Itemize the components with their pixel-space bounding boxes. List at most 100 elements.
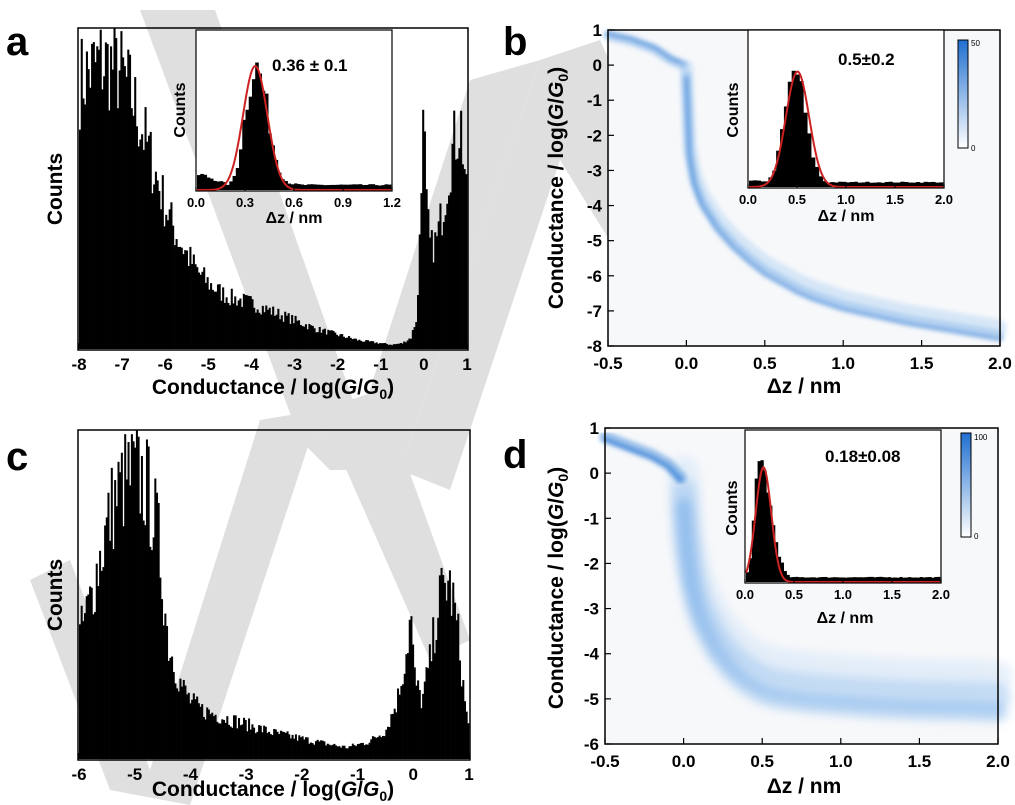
panel-c-bar bbox=[206, 707, 209, 759]
panel-a-bar bbox=[351, 339, 354, 349]
panel-a-inset-bar bbox=[209, 178, 214, 190]
panel-a-inset-bar bbox=[384, 184, 389, 190]
panel-a-bar bbox=[218, 284, 221, 349]
panel-c-x-tick-label: -5 bbox=[127, 765, 142, 784]
panel-c-bar bbox=[166, 626, 169, 759]
panel-c-bar bbox=[350, 746, 353, 759]
panel-c-bar bbox=[299, 737, 302, 759]
panel-a-bar bbox=[341, 334, 344, 349]
panel-c-bar bbox=[199, 706, 202, 759]
panel-a-inset-bar bbox=[245, 109, 250, 190]
panel-c-bar bbox=[303, 739, 306, 759]
panel-b-x-axis-label: Δz / nm bbox=[767, 375, 842, 398]
panel-a-bar bbox=[413, 327, 416, 349]
panel-d-inset-bar bbox=[867, 576, 871, 582]
panel-b-y-tick-label: -4 bbox=[587, 197, 603, 216]
panel-c-bar bbox=[450, 615, 453, 759]
panel-c-bar bbox=[232, 715, 236, 759]
panel-a-bar bbox=[375, 342, 378, 349]
panel-a-x-tick-label: -1 bbox=[373, 355, 388, 374]
panel-a-inset-bar bbox=[365, 184, 369, 190]
panel-c-x-ticks: -6 -5 -4 -3 -2 -1 0 1 bbox=[71, 753, 474, 784]
panel-c-bar bbox=[234, 715, 237, 759]
panel-c-bar bbox=[279, 730, 282, 759]
panel-a-inset-bar bbox=[294, 183, 298, 190]
panel-a-bar bbox=[313, 328, 316, 349]
panel-a-bar bbox=[325, 334, 328, 349]
panel-a-inset-bar bbox=[239, 149, 243, 190]
panel-d-inset-x-tick-label: 0.0 bbox=[736, 587, 754, 602]
panel-a-bar bbox=[366, 340, 370, 349]
panel-a-bar bbox=[349, 337, 352, 349]
panel-b-trace bbox=[683, 76, 1003, 342]
panel-b-inset-bar bbox=[768, 177, 773, 187]
panel-c-bar bbox=[445, 600, 448, 759]
panel-a-inset-bar bbox=[300, 184, 305, 190]
panel-c-bar bbox=[420, 708, 423, 759]
panel-a-bar bbox=[144, 107, 147, 349]
panel-c-bar bbox=[214, 714, 217, 759]
panel-b-inset-bar bbox=[880, 182, 886, 187]
panel-a-bar bbox=[298, 320, 301, 349]
panel-a-bar bbox=[182, 254, 185, 349]
panel-a-inset-bar bbox=[213, 180, 217, 190]
panel-d-inset-bar bbox=[795, 576, 799, 582]
panel-b-inset-bar bbox=[927, 182, 932, 187]
panel-d-inset-bar bbox=[937, 576, 941, 582]
panel-b-inset-bar bbox=[911, 182, 917, 187]
panel-d-inset-bar bbox=[769, 505, 773, 582]
panel-d-inset-bar bbox=[853, 577, 857, 582]
panel-b-y-tick-label: -6 bbox=[587, 267, 602, 286]
panel-c-bar bbox=[306, 737, 309, 759]
panel-b-inset-bar bbox=[811, 157, 816, 187]
panel-c-bar bbox=[268, 731, 271, 759]
panel-b-y-tick-label: -8 bbox=[587, 337, 602, 356]
panel-a-bar bbox=[360, 340, 363, 349]
panel-c-bar bbox=[114, 480, 117, 759]
panel-b-y-tick-label: 1 bbox=[593, 21, 602, 40]
panel-b-x-tick-label: 2.0 bbox=[988, 354, 1012, 373]
panel-c-bar bbox=[221, 719, 224, 759]
panel-c-bar bbox=[376, 737, 379, 759]
panel-c-x-tick-label: -6 bbox=[71, 765, 86, 784]
panel-a-bar bbox=[411, 330, 414, 349]
panel-d-inset-annotation: 0.18±0.08 bbox=[825, 447, 901, 466]
panel-c-x-tick-label: -4 bbox=[183, 765, 199, 784]
panel-a-bar bbox=[177, 246, 180, 349]
panel-a-inset-bar bbox=[371, 184, 376, 190]
panel-d-y-tick-label: -5 bbox=[584, 690, 599, 709]
panel-c-bar bbox=[132, 441, 135, 759]
panel-a-bar bbox=[346, 337, 349, 349]
panel-c-bar bbox=[94, 612, 97, 759]
panel-c-bar bbox=[274, 729, 277, 759]
panel-a-inset-bar bbox=[216, 181, 220, 190]
panel-a-bar bbox=[460, 110, 463, 349]
panel-a-inset-bar bbox=[219, 181, 224, 190]
panel-c-bar bbox=[452, 582, 455, 759]
panel-a-bar bbox=[463, 169, 466, 349]
panel-a-inset-bar bbox=[264, 93, 269, 190]
panel-a-inset-x-label: Δz / nm bbox=[266, 210, 323, 227]
panel-b-inset-x-tick-label: 2.0 bbox=[935, 192, 953, 207]
panel-d-heatmap: -0.5 0.0 0.5 1.0 1.5 2.0 1 0 -1 -2 -3 -4 -5 -6 Δz / … bbox=[545, 419, 1013, 798]
panel-a-bar bbox=[310, 325, 313, 349]
panel-a-bar bbox=[85, 51, 88, 349]
panel-a-bar bbox=[204, 282, 207, 349]
panel-d-inset-bar bbox=[780, 562, 784, 582]
panel-c-bar bbox=[318, 741, 321, 759]
panel-a-inset-bar bbox=[326, 185, 330, 190]
panel-b-inset-x-ticks: 0.0 0.5 1.0 1.5 2.0 bbox=[739, 184, 953, 207]
panel-a-bar bbox=[110, 46, 113, 349]
panel-a-bar bbox=[273, 315, 276, 349]
panel-b-inset-bar bbox=[884, 181, 890, 187]
panel-a-bar bbox=[429, 237, 432, 349]
panel-a-bar bbox=[222, 287, 225, 349]
panel-a-inset-bar bbox=[361, 185, 366, 190]
panel-a-bar bbox=[315, 332, 318, 349]
panel-a-inset-bar bbox=[248, 96, 253, 190]
panel-a-inset-bar bbox=[255, 62, 259, 190]
panel-a-bar bbox=[280, 315, 283, 349]
panel-c-bar bbox=[110, 467, 113, 759]
panel-c-x-axis-label: Conductance / log(G/G0) bbox=[152, 778, 394, 804]
panel-a-bar bbox=[137, 146, 140, 349]
